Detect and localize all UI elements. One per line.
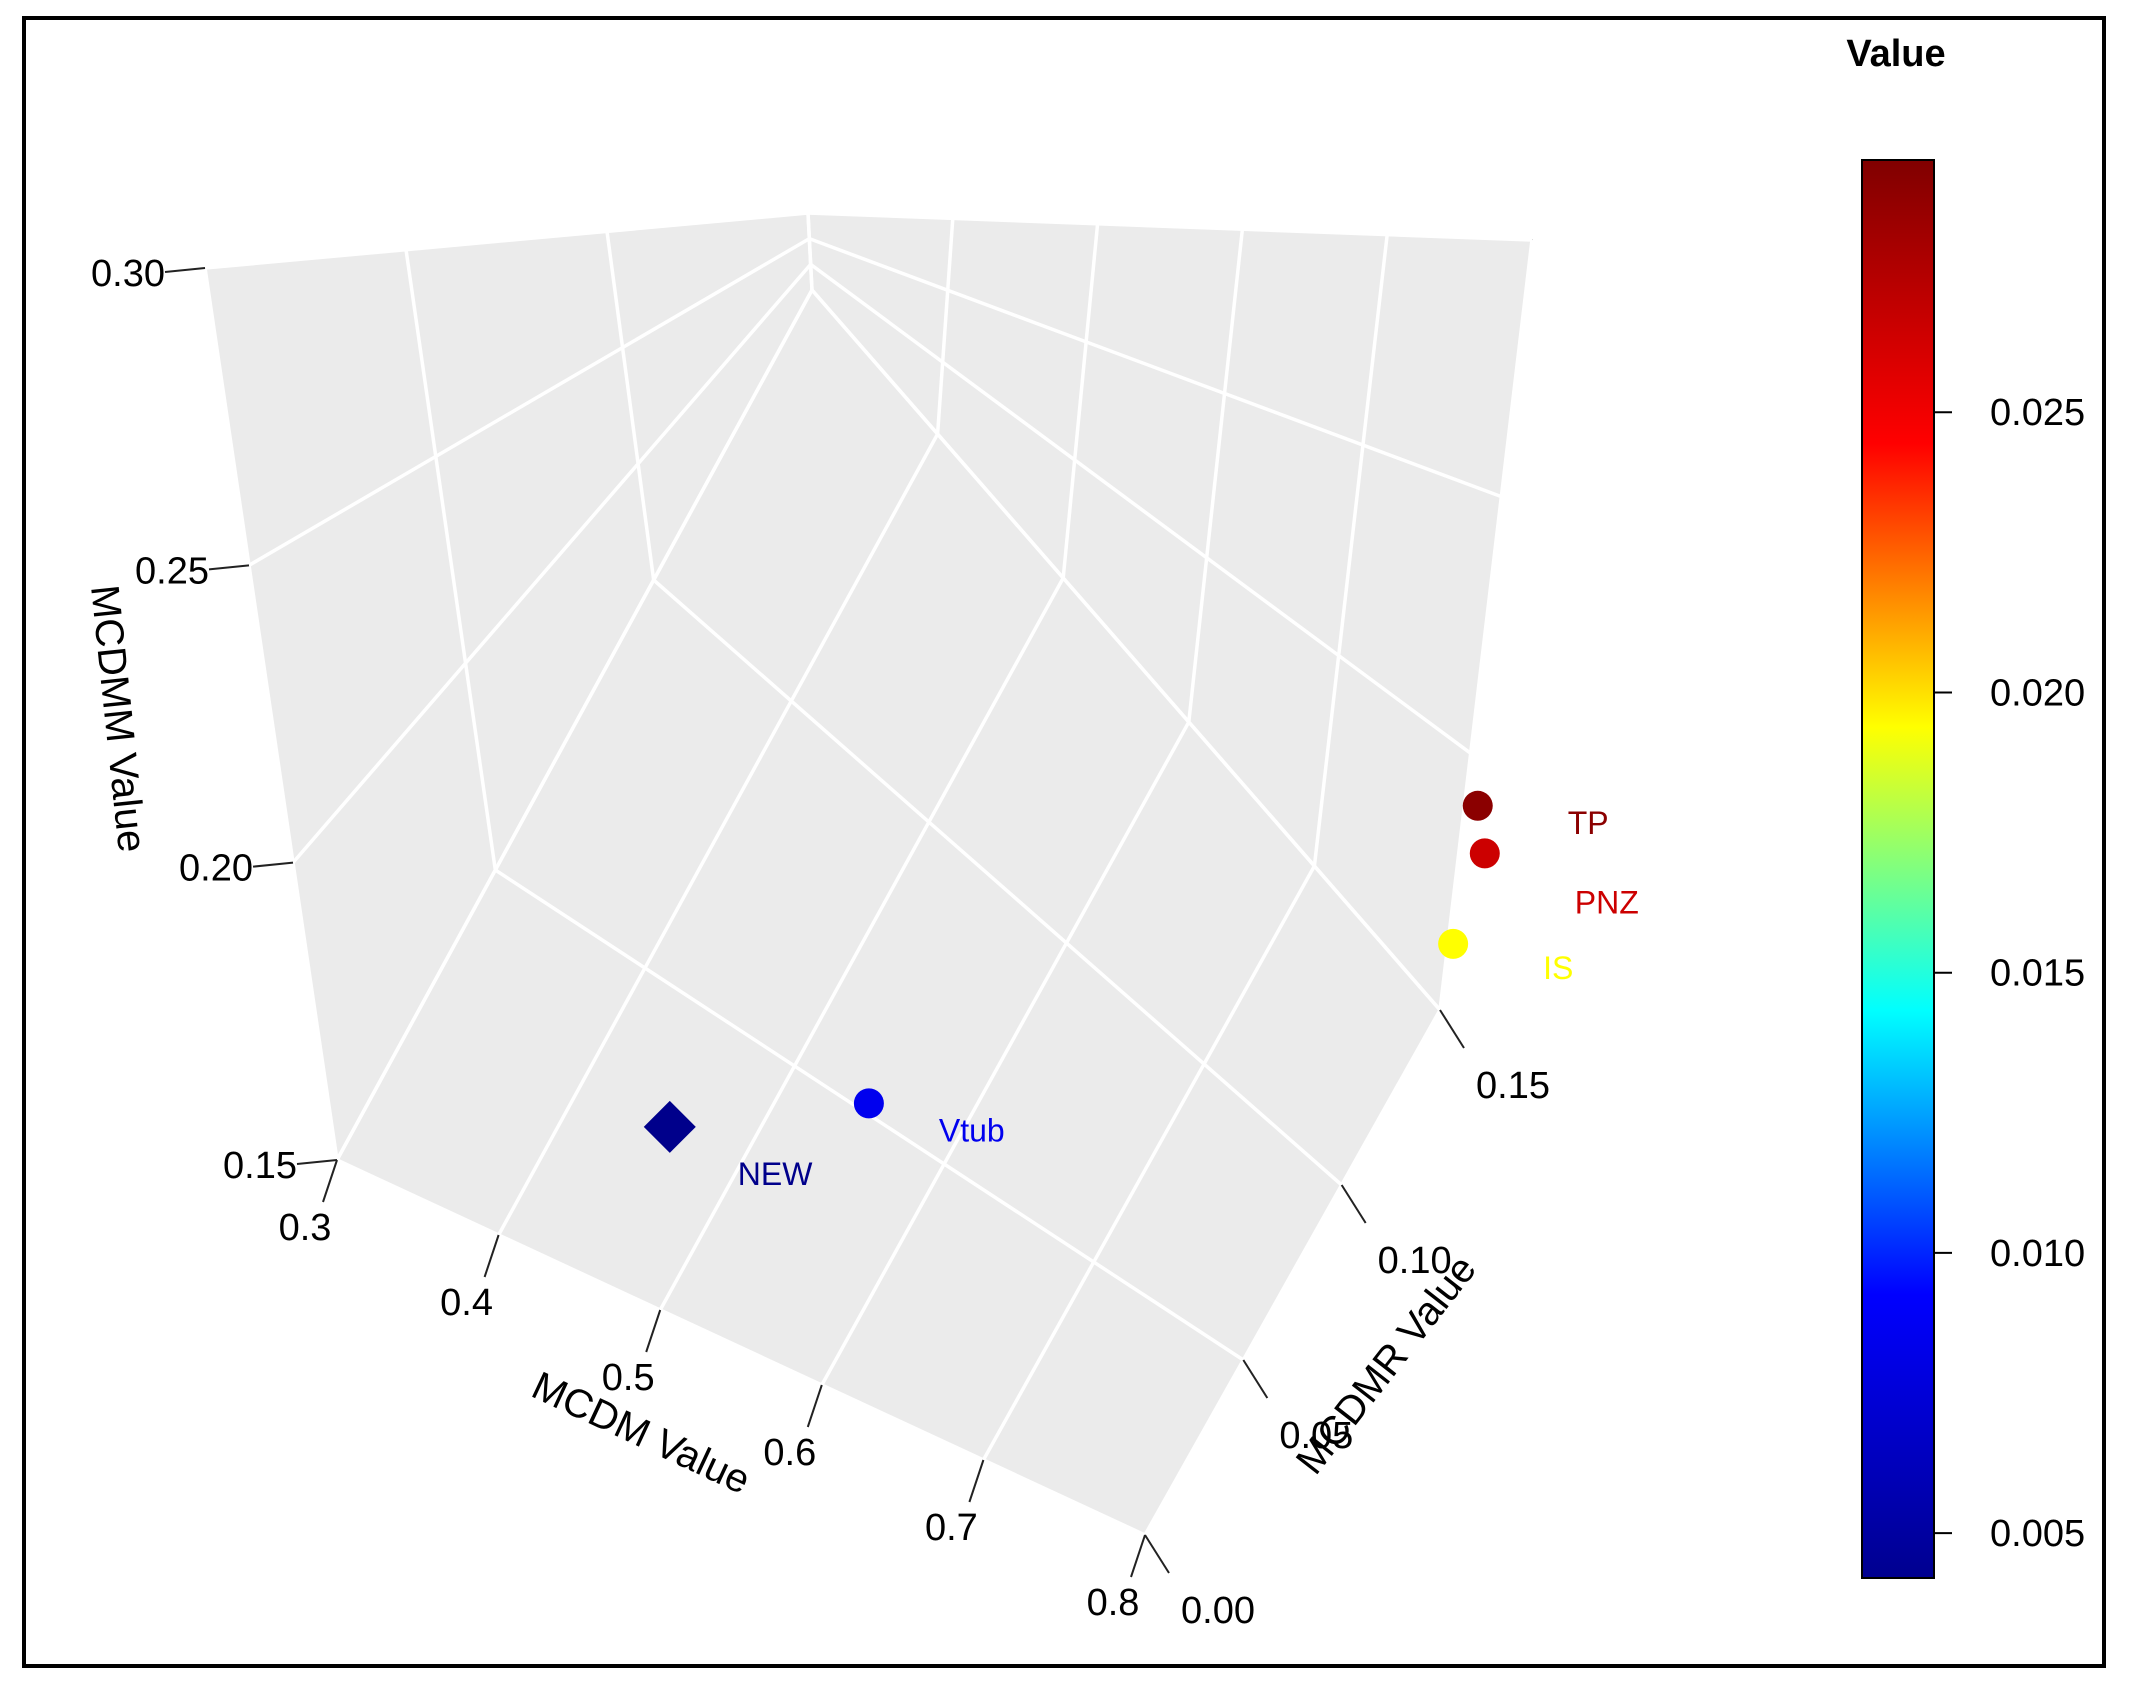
colorbar-title: Value <box>1846 33 1945 75</box>
grid-line-x <box>497 433 940 1236</box>
x-tick-label: 0.7 <box>925 1507 978 1549</box>
grid-line-x <box>820 721 1191 1386</box>
y-tick <box>1439 1009 1465 1049</box>
z-tick-label: 0.25 <box>135 550 209 592</box>
grid-line-z <box>335 286 1442 1161</box>
z-axis-title: MCDMM Value <box>82 583 154 854</box>
colorbar-rect <box>1861 159 1935 1579</box>
grid-line-x <box>1143 1009 1442 1536</box>
x-tick <box>645 1309 662 1353</box>
y-tick-label: 0.05 <box>1279 1415 1353 1457</box>
grid-line-x <box>658 577 1065 1311</box>
z-tick <box>296 1159 338 1165</box>
x-tick-label: 0.5 <box>602 1357 655 1399</box>
x-tick-label: 0.8 <box>1087 1582 1140 1624</box>
grid-line-x-wall <box>1438 239 1534 1011</box>
figure-frame <box>22 16 2106 1668</box>
grid-line-y-wall <box>605 231 656 581</box>
y-tick <box>1144 1534 1170 1574</box>
z-tick <box>164 267 206 273</box>
x-tick <box>322 1159 338 1203</box>
colorbar-tick-label: 0.020 <box>1990 672 2085 714</box>
grid-line-z <box>248 236 1502 567</box>
point-tp <box>1462 790 1493 821</box>
grid-line-y-wall <box>203 267 339 1161</box>
grid-line-z <box>291 261 1472 864</box>
x-tick <box>483 1234 500 1278</box>
grid-line-y <box>652 578 1343 1187</box>
z-tick-label: 0.15 <box>223 1145 297 1187</box>
point-is <box>1438 928 1469 959</box>
grid-line-x-wall <box>935 218 955 435</box>
grid-line-z <box>204 211 1533 270</box>
y-tick <box>1242 1359 1269 1399</box>
y-tick <box>1340 1184 1367 1224</box>
point-vtub <box>853 1088 884 1119</box>
grid-line-x-wall <box>1312 234 1389 867</box>
y-tick-label: 0.10 <box>1378 1240 1452 1282</box>
z-tick <box>208 564 250 571</box>
y-axis-title: MCDMR Value <box>1288 1248 1485 1483</box>
x-tick-label: 0.4 <box>440 1282 493 1324</box>
back-panes <box>204 212 1533 1536</box>
x-tick <box>1130 1534 1146 1578</box>
y-tick-label: 0.00 <box>1181 1590 1255 1632</box>
point-label: IS <box>1543 950 1573 986</box>
point-label: Vtub <box>939 1112 1005 1148</box>
grid-line-x-wall <box>1187 229 1245 723</box>
colorbar: Value 0.005 0.010 0.015 0.020 0.025 <box>1846 33 2085 1579</box>
point-pnz <box>1469 838 1500 869</box>
point-label: TP <box>1568 805 1609 841</box>
x-tick <box>806 1384 823 1428</box>
colorbar-tick-label: 0.015 <box>1990 953 2085 995</box>
z-tick-label: 0.30 <box>91 253 165 295</box>
grid-line-y-wall <box>806 212 814 291</box>
grid-line-x <box>981 865 1316 1461</box>
z-tick <box>252 861 294 868</box>
grid-line-y-wall <box>404 249 498 871</box>
grid-line-y <box>336 1158 1146 1537</box>
point-label: PNZ <box>1575 884 1639 920</box>
grid-lines <box>203 211 1534 1537</box>
point-label: NEW <box>738 1156 813 1192</box>
colorbar-tick-label: 0.010 <box>1990 1233 2085 1275</box>
x-tick-label: 0.3 <box>279 1207 332 1249</box>
y-tick-label: 0.15 <box>1476 1065 1550 1107</box>
z-tick-label: 0.20 <box>179 848 253 890</box>
x-tick-label: 0.6 <box>763 1432 816 1474</box>
colorbar-tick-label: 0.005 <box>1990 1513 2085 1555</box>
x-tick <box>968 1459 985 1503</box>
point-new <box>643 1100 696 1153</box>
colorbar-tick-label: 0.025 <box>1990 392 2085 434</box>
grid-line-x-wall <box>1061 223 1100 579</box>
